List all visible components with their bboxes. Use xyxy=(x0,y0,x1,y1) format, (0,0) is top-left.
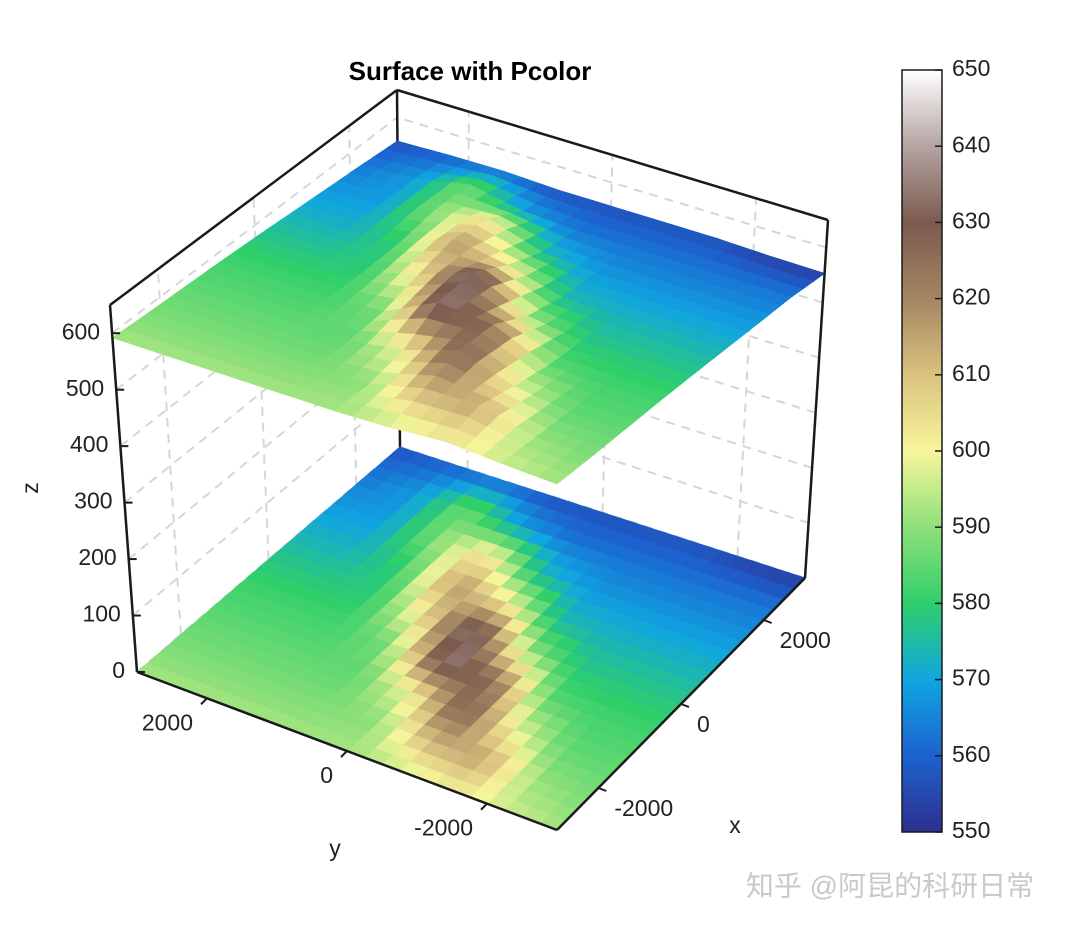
axis-box xyxy=(803,219,830,579)
grid-line xyxy=(396,116,827,249)
grid-line xyxy=(111,116,398,335)
x-tick xyxy=(763,619,773,624)
pcolor-cell xyxy=(388,446,418,463)
colorbar-tick-label: 580 xyxy=(952,588,990,614)
z-tick-label: 100 xyxy=(82,601,120,627)
colorbar-tick-label: 570 xyxy=(952,665,990,691)
colorbar-tick-label: 600 xyxy=(952,436,990,462)
y-tick xyxy=(480,802,488,811)
y-axis-label: y xyxy=(329,835,341,861)
surface-layer xyxy=(111,140,826,485)
colorbar-tick-label: 590 xyxy=(952,512,990,538)
watermark: 知乎 @阿昆的科研日常 xyxy=(746,870,1034,901)
z-tick-label: 400 xyxy=(70,431,108,457)
z-axis-label: z xyxy=(17,482,43,494)
axis-box xyxy=(109,88,398,307)
colorbar-tick-label: 610 xyxy=(952,360,990,386)
y-tick xyxy=(200,697,208,706)
colorbar-tick-label: 650 xyxy=(952,55,990,81)
z-tick-label: 600 xyxy=(62,318,100,344)
z-tick-label: 200 xyxy=(78,544,116,570)
y-tick-label: 0 xyxy=(320,762,333,788)
x-tick-label: -2000 xyxy=(614,795,673,821)
grid-line xyxy=(132,391,401,617)
colorbar-tick-label: 620 xyxy=(952,284,990,310)
x-tick xyxy=(597,787,607,792)
y-tick xyxy=(340,750,348,758)
x-axis-label: x xyxy=(729,812,741,838)
x-tick-label: 0 xyxy=(697,711,710,737)
grid-line xyxy=(736,198,758,557)
colorbar-tick-label: 640 xyxy=(952,131,990,157)
grid-line xyxy=(398,281,816,414)
axis-box xyxy=(108,304,139,673)
z-tick-label: 300 xyxy=(74,488,112,514)
front-layer: 0 100 200 300 400 500 600 -2000 0 2000 -2000 0 2000 xyxy=(62,219,831,841)
x-tick xyxy=(680,703,690,708)
colorbar-tick-label: 630 xyxy=(952,207,990,233)
colorbar-tick-label: 550 xyxy=(952,817,990,843)
z-tick-label: 500 xyxy=(66,375,104,401)
z-tick-label: 0 xyxy=(112,657,125,683)
colorbar-tick-label: 560 xyxy=(952,741,990,767)
y-tick-label: -2000 xyxy=(414,815,473,841)
x-tick-label: 2000 xyxy=(780,627,831,653)
surface-cell xyxy=(537,467,570,485)
pcolor-layer xyxy=(136,446,806,831)
chart-title: Surface with Pcolor xyxy=(349,56,592,86)
axis-box xyxy=(396,88,829,222)
y-tick-label: 2000 xyxy=(142,709,193,735)
